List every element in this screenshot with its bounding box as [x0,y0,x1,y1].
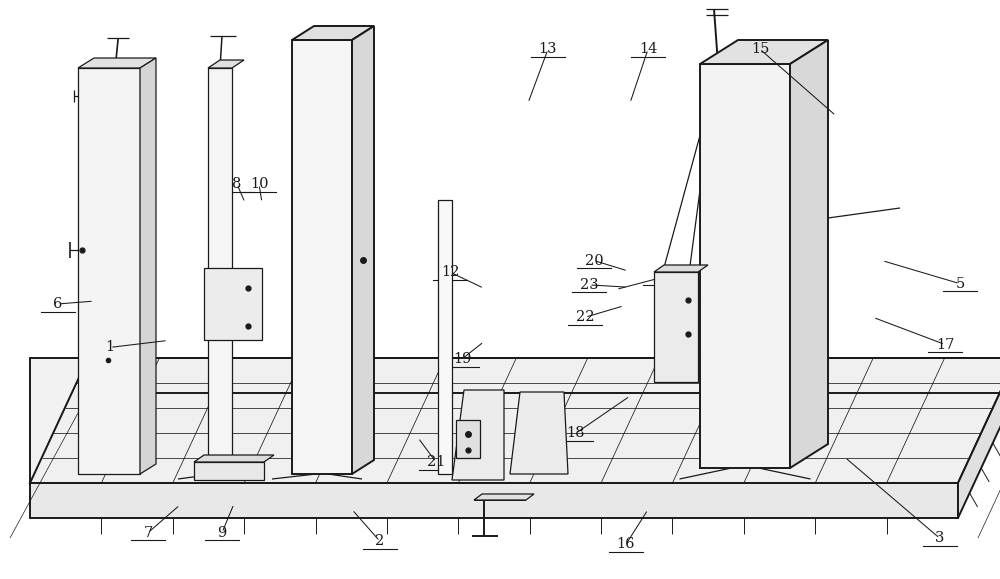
Text: 20: 20 [585,254,603,267]
Text: 17: 17 [936,338,954,351]
Polygon shape [452,390,504,480]
Polygon shape [194,455,274,462]
Polygon shape [790,40,828,468]
Polygon shape [700,40,828,64]
Polygon shape [474,494,534,500]
Polygon shape [654,265,708,272]
Text: 21: 21 [427,455,445,469]
Polygon shape [292,26,374,40]
Text: 22: 22 [576,310,594,324]
Text: 1: 1 [105,340,115,354]
Text: 16: 16 [617,537,635,551]
Polygon shape [78,58,156,68]
Text: 8: 8 [232,177,242,191]
Polygon shape [30,358,1000,483]
Polygon shape [456,420,480,458]
Polygon shape [958,358,1000,518]
Polygon shape [700,64,790,468]
Polygon shape [30,358,1000,483]
Polygon shape [654,272,698,382]
Polygon shape [204,268,262,340]
Polygon shape [292,40,352,474]
Text: 12: 12 [441,265,459,279]
Polygon shape [208,68,232,474]
Text: 18: 18 [567,426,585,440]
Polygon shape [352,26,374,474]
Text: 5: 5 [955,277,965,291]
Text: 9: 9 [217,526,227,540]
Polygon shape [78,68,140,474]
Text: 3: 3 [935,532,945,545]
Text: 4: 4 [655,271,665,285]
Text: 7: 7 [143,526,153,540]
Text: 10: 10 [250,177,268,191]
Text: 23: 23 [580,278,598,292]
Text: 14: 14 [639,42,657,56]
Text: 2: 2 [375,534,385,548]
Polygon shape [30,483,958,518]
Text: 13: 13 [539,42,557,56]
Polygon shape [208,60,244,68]
Text: 6: 6 [53,297,63,311]
Polygon shape [510,392,568,474]
Polygon shape [194,462,264,480]
Text: 19: 19 [453,352,471,366]
Polygon shape [140,58,156,474]
Polygon shape [438,200,452,474]
Text: 15: 15 [751,42,769,56]
